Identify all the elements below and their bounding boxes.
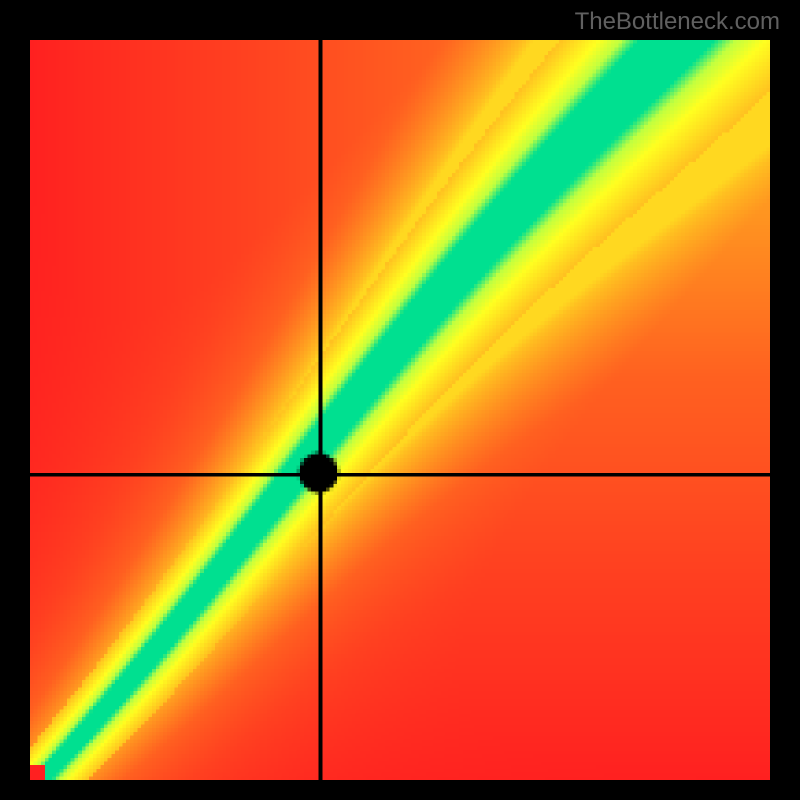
chart-container: TheBottleneck.com <box>0 0 800 800</box>
bottleneck-heatmap <box>30 40 770 780</box>
watermark-text: TheBottleneck.com <box>575 8 780 36</box>
